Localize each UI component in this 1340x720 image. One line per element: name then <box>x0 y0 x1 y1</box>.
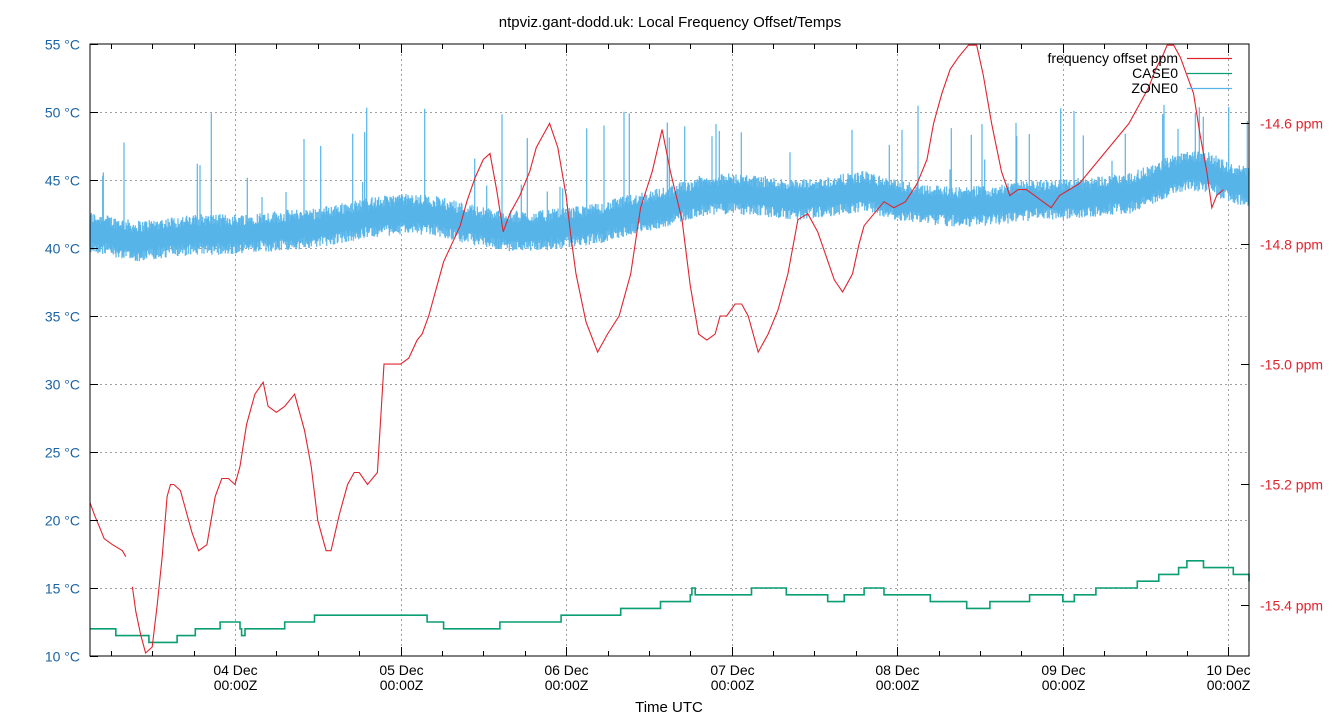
y-left-tick-label: 50 °C <box>45 105 80 121</box>
x-tick-label: 00:00Z <box>545 677 589 693</box>
y-axis-right-labels: -14.6 ppm -14.8 ppm -15.0 ppm -15.2 ppm -15.… <box>1260 116 1323 614</box>
series-case0 <box>90 560 1250 644</box>
x-tick-label: 00:00Z <box>380 677 424 693</box>
x-tick-label: 04 Dec <box>213 662 257 678</box>
y-right-tick-label: -15.4 ppm <box>1260 598 1323 614</box>
y-left-tick-label: 45 °C <box>45 173 80 189</box>
legend-label: ZONE0 <box>1131 80 1178 96</box>
y-right-tick-label: -15.0 ppm <box>1260 357 1323 373</box>
x-tick-label: 00:00Z <box>876 677 920 693</box>
x-tick-label: 00:00Z <box>1042 677 1086 693</box>
x-tick-label: 08 Dec <box>875 662 919 678</box>
y-left-tick-label: 15 °C <box>45 581 80 597</box>
x-tick-label: 07 Dec <box>710 662 754 678</box>
y-right-tick-label: -15.2 ppm <box>1260 477 1323 493</box>
y-left-tick-label: 20 °C <box>45 513 80 529</box>
x-axis-title: Time UTC <box>635 699 703 716</box>
axis-ticks <box>90 44 1249 657</box>
x-tick-label: 00:00Z <box>711 677 755 693</box>
zone0-line <box>89 104 1250 262</box>
y-left-tick-label: 10 °C <box>45 649 80 665</box>
legend-label: CASE0 <box>1132 65 1178 81</box>
frequency-offset-line <box>90 44 1224 655</box>
y-right-tick-label: -14.6 ppm <box>1260 116 1323 132</box>
y-left-tick-label: 55 °C <box>45 37 80 53</box>
grid-lines <box>90 44 1249 656</box>
series-frequency-offset <box>90 44 1224 655</box>
y-left-tick-label: 25 °C <box>45 445 80 461</box>
plot-frame <box>89 43 1250 657</box>
y-left-tick-label: 30 °C <box>45 377 80 393</box>
legend-label: frequency offset ppm <box>1048 50 1178 66</box>
x-tick-label: 09 Dec <box>1041 662 1085 678</box>
y-left-tick-label: 35 °C <box>45 309 80 325</box>
y-right-tick-label: -14.8 ppm <box>1260 237 1323 253</box>
x-tick-label: 10 Dec <box>1206 662 1250 678</box>
x-tick-label: 06 Dec <box>544 662 588 678</box>
y-left-tick-label: 40 °C <box>45 241 80 257</box>
x-tick-label: 00:00Z <box>214 677 258 693</box>
series-zone0 <box>89 104 1250 262</box>
x-tick-label: 00:00Z <box>1207 677 1251 693</box>
chart-title: ntpviz.gant-dodd.uk: Local Frequency Off… <box>499 14 841 31</box>
y-axis-left-labels: 10 °C 15 °C 20 °C 25 °C 30 °C 35 °C 40 °C 45 °C… <box>45 37 80 665</box>
x-tick-label: 05 Dec <box>379 662 423 678</box>
case0-line <box>90 560 1250 644</box>
